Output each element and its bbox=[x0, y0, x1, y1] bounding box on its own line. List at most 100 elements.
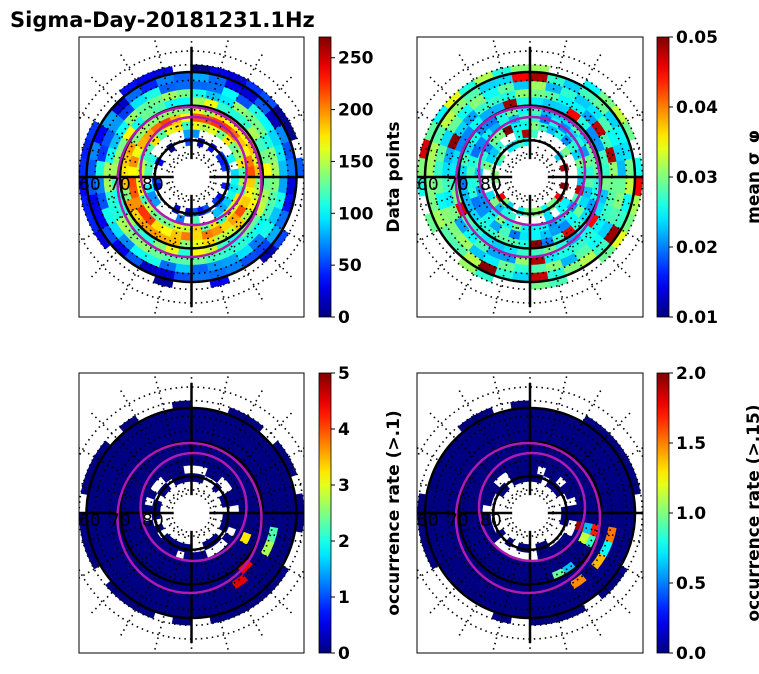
heatmap-bin bbox=[246, 512, 256, 525]
heatmap-bin bbox=[175, 88, 192, 99]
colorbar-tick-label: 1.5 bbox=[676, 434, 706, 454]
grid-spoke-dotted bbox=[538, 192, 602, 301]
grid-spoke-dotted bbox=[209, 517, 304, 544]
heatmap-bin bbox=[191, 88, 208, 99]
grid-spoke-dotted bbox=[200, 53, 264, 162]
heatmap-bin bbox=[514, 424, 531, 435]
heatmap-bin bbox=[191, 599, 209, 610]
grid-spoke-dotted bbox=[79, 447, 176, 505]
axes-frame bbox=[78, 372, 305, 654]
heatmap-bin bbox=[191, 263, 209, 274]
grid-spoke-dotted bbox=[492, 39, 526, 159]
colorbar-tick-label: 1 bbox=[338, 588, 350, 608]
colorbar-tick-label: 0 bbox=[338, 308, 350, 328]
plot-area: 60 70 80 bbox=[79, 373, 304, 653]
colorbar-tick-label: 250 bbox=[338, 49, 374, 69]
grid-spoke-dotted bbox=[417, 145, 512, 173]
heatmap-bin bbox=[181, 457, 192, 467]
grid-spoke-dotted bbox=[79, 521, 176, 579]
pole-hole bbox=[173, 159, 210, 195]
grid-spoke-dotted bbox=[209, 482, 304, 509]
heatmap-bin bbox=[191, 567, 203, 578]
pole-hole bbox=[512, 159, 548, 195]
lat-label-60: 60 bbox=[417, 511, 439, 531]
lat-label-80: 80 bbox=[142, 511, 164, 531]
polar-panel-3: 60 70 80 0 1 2 3 4 5 occurrence rate (>.1) bbox=[78, 364, 404, 664]
auroral-oval-outer bbox=[116, 105, 263, 259]
grid-spoke-dotted bbox=[207, 521, 304, 579]
heatmap-bin bbox=[270, 176, 280, 193]
lat-label-70: 70 bbox=[109, 175, 131, 195]
heatmap-bin bbox=[191, 457, 202, 467]
pole-hole bbox=[512, 495, 548, 531]
pole-hole bbox=[173, 495, 210, 531]
lat-label-70: 70 bbox=[447, 175, 469, 195]
heatmap-bin bbox=[278, 512, 288, 530]
grid-spoke-dotted bbox=[90, 189, 179, 278]
heatmap-bin bbox=[278, 496, 288, 514]
colorbar-gradient bbox=[656, 36, 670, 318]
grid-spoke-dotted bbox=[209, 181, 304, 208]
grid-spoke-dotted bbox=[207, 185, 304, 243]
colorbar-tick-label: 4 bbox=[338, 420, 350, 440]
grid-spoke-dotted bbox=[429, 412, 518, 501]
heatmap-bin bbox=[514, 88, 531, 99]
heatmap-bin bbox=[175, 424, 192, 435]
colorbar-tick-label: 2 bbox=[338, 532, 350, 552]
plot-area: 60 70 80 bbox=[79, 37, 304, 317]
grid-spoke-dotted bbox=[154, 39, 188, 159]
colorbar-label: Data points bbox=[384, 121, 404, 232]
lat-label-80: 80 bbox=[142, 175, 164, 195]
grid-spoke-dotted bbox=[458, 389, 522, 498]
colorbar-tick-label: 5 bbox=[338, 364, 350, 384]
figure-title: Sigma-Day-20181231.1Hz bbox=[10, 8, 315, 32]
auroral-oval-outer bbox=[454, 105, 602, 259]
colorbar-tick-label: 0.05 bbox=[676, 28, 718, 48]
auroral-oval-outer bbox=[454, 441, 602, 595]
grid-spoke-dotted bbox=[542, 189, 631, 278]
polar-panel-4: 60 70 80 0.0 0.5 1.0 1.5 2.0 occurrence rate (>.… bbox=[416, 364, 759, 664]
auroral-oval-inner bbox=[139, 451, 248, 563]
grid-spoke-dotted bbox=[542, 525, 631, 614]
plot-area: 60 70 80 bbox=[417, 373, 643, 653]
auroral-oval-inner bbox=[477, 115, 587, 227]
grid-spoke-dotted bbox=[545, 446, 643, 505]
lat-label-60: 60 bbox=[417, 175, 439, 195]
colorbar-gradient bbox=[656, 372, 670, 654]
heatmap-bin bbox=[520, 457, 531, 467]
grid-spoke-dotted bbox=[90, 412, 179, 501]
axes-frame bbox=[78, 36, 305, 318]
colorbar-tick-label: 0.01 bbox=[676, 308, 718, 328]
grid-spoke-dotted bbox=[458, 53, 522, 162]
colorbar-tick-label: 150 bbox=[338, 152, 374, 172]
grid-spoke-dotted bbox=[119, 389, 183, 498]
grid-spoke-dotted bbox=[545, 185, 643, 244]
heatmap-bin bbox=[270, 512, 280, 529]
grid-spoke-dotted bbox=[79, 517, 174, 544]
heatmap-bin bbox=[529, 599, 547, 610]
colorbar: 0 50 100 150 200 250 Data points bbox=[318, 36, 404, 328]
heatmap-bin bbox=[616, 160, 627, 178]
grid-spoke-dotted bbox=[538, 528, 602, 637]
grid-spoke-dotted bbox=[200, 192, 264, 301]
heatmap-bin bbox=[584, 176, 595, 189]
lat-label-60: 60 bbox=[79, 511, 101, 531]
polar-panel-2: 60 70 80 0.01 0.02 0.03 0.04 0.05 mean σ_φ bbox=[416, 28, 759, 328]
heatmap-bin bbox=[529, 424, 546, 435]
lat-label-70: 70 bbox=[109, 511, 131, 531]
colorbar-tick-label: 2.0 bbox=[676, 364, 706, 384]
lat-label-80: 80 bbox=[480, 175, 502, 195]
grid-spoke-dotted bbox=[542, 76, 631, 165]
heatmap-bin bbox=[616, 496, 627, 514]
grid-spoke-dotted bbox=[207, 111, 304, 169]
colorbar: 0 1 2 3 4 5 occurrence rate (>.1) bbox=[318, 364, 404, 664]
grid-spoke-dotted bbox=[204, 76, 293, 165]
grid-spoke-dotted bbox=[204, 525, 293, 614]
grid-spoke-dotted bbox=[90, 525, 179, 614]
auroral-oval-outer bbox=[116, 441, 263, 595]
heatmap-bin bbox=[518, 231, 531, 242]
colorbar: 0.0 0.5 1.0 1.5 2.0 occurrence rate (>.15) bbox=[656, 364, 759, 664]
heatmap-bin bbox=[278, 160, 288, 178]
colorbar-tick-label: 3 bbox=[338, 476, 350, 496]
heatmap-bin bbox=[529, 88, 546, 99]
